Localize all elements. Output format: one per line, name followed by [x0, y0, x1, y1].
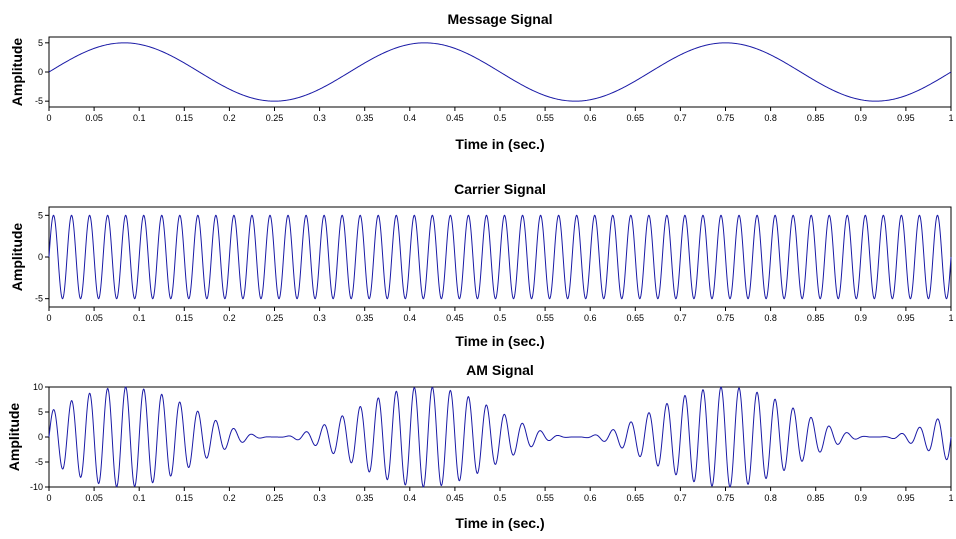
x-tick-label: 0.8 — [764, 113, 777, 123]
y-ticks: -5 0 5 — [35, 38, 49, 106]
message-signal-line — [48, 42, 952, 102]
y-axis-label: Amplitude — [9, 38, 25, 107]
x-tick-label: 0.6 — [584, 493, 597, 503]
x-tick-label: 0.7 — [674, 313, 687, 323]
x-tick-label: 0.15 — [176, 113, 194, 123]
x-tick-label: 0 — [46, 313, 51, 323]
x-tick-label: 0.4 — [404, 313, 417, 323]
y-tick-label: 0 — [38, 252, 43, 262]
x-tick-label: 0.75 — [717, 113, 735, 123]
x-tick-label: 0.5 — [494, 313, 507, 323]
y-tick-label: -10 — [30, 482, 43, 492]
x-tick-label: 0.85 — [807, 113, 825, 123]
panel-message-signal: Message Signal 0 0.05 0.1 0.15 0.2 0.25 0.3 0.3… — [9, 11, 954, 152]
x-tick-label: 0.15 — [176, 493, 194, 503]
x-tick-label: 0.45 — [446, 313, 464, 323]
x-tick-label: 0.55 — [536, 113, 554, 123]
x-tick-label: 0.2 — [223, 113, 236, 123]
x-tick-label: 0.4 — [404, 113, 417, 123]
chart-title: AM Signal — [466, 362, 534, 378]
x-axis-label: Time in (sec.) — [455, 136, 544, 152]
x-tick-label: 0.3 — [313, 113, 326, 123]
x-tick-label: 0.35 — [356, 493, 374, 503]
x-tick-label: 0.35 — [356, 113, 374, 123]
carrier-signal-line — [48, 214, 952, 300]
x-tick-label: 0.95 — [897, 493, 915, 503]
y-tick-label: -5 — [35, 96, 43, 106]
x-tick-label: 0.8 — [764, 313, 777, 323]
x-tick-label: 0.2 — [223, 493, 236, 503]
x-tick-label: 0.8 — [764, 493, 777, 503]
x-tick-label: 0 — [46, 493, 51, 503]
x-tick-label: 0.65 — [627, 113, 645, 123]
x-tick-label: 0.05 — [85, 493, 103, 503]
x-tick-label: 0.5 — [494, 493, 507, 503]
y-tick-label: 5 — [38, 210, 43, 220]
x-tick-label: 0.3 — [313, 493, 326, 503]
x-tick-label: 0.05 — [85, 313, 103, 323]
x-tick-label: 0.95 — [897, 113, 915, 123]
y-tick-label: 5 — [38, 38, 43, 48]
x-tick-label: 0.65 — [627, 493, 645, 503]
x-tick-label: 0.75 — [717, 313, 735, 323]
y-tick-label: -5 — [35, 294, 43, 304]
y-ticks: -10 -5 0 5 10 — [30, 382, 49, 492]
y-tick-label: 0 — [38, 432, 43, 442]
x-tick-label: 0.95 — [897, 313, 915, 323]
x-tick-label: 0.65 — [627, 313, 645, 323]
chart-title: Carrier Signal — [454, 181, 546, 197]
x-tick-label: 0.6 — [584, 113, 597, 123]
x-tick-label: 1 — [948, 493, 953, 503]
x-tick-label: 0.7 — [674, 493, 687, 503]
x-tick-label: 0.35 — [356, 313, 374, 323]
x-tick-label: 0.85 — [807, 313, 825, 323]
am-signal-line — [48, 386, 952, 488]
x-ticks: 0 0.05 0.1 0.15 0.2 0.25 0.3 0.35 0.4 0.45 0.5 0.55… — [46, 487, 954, 503]
y-tick-label: 0 — [38, 67, 43, 77]
x-tick-label: 0.6 — [584, 313, 597, 323]
x-axis-label: Time in (sec.) — [455, 333, 544, 349]
y-axis-label: Amplitude — [6, 403, 22, 472]
x-tick-label: 0.25 — [266, 313, 284, 323]
x-tick-label: 0.45 — [446, 113, 464, 123]
y-ticks: -5 0 5 — [35, 210, 49, 304]
x-tick-label: 0.1 — [133, 493, 146, 503]
panel-am-signal: AM Signal 0 0.05 0.1 0.15 0.2 0.25 0.3 0.35 0.4 0… — [6, 362, 954, 531]
x-tick-label: 0.1 — [133, 313, 146, 323]
x-tick-label: 0.9 — [855, 313, 868, 323]
y-tick-label: 5 — [38, 407, 43, 417]
y-tick-label: 10 — [33, 382, 43, 392]
x-tick-label: 0.45 — [446, 493, 464, 503]
panel-carrier-signal: Carrier Signal 0 0.05 0.1 0.15 0.2 0.25 0.3 0.3… — [9, 181, 954, 349]
x-tick-label: 1 — [948, 113, 953, 123]
x-tick-label: 0.25 — [266, 113, 284, 123]
x-tick-label: 0.05 — [85, 113, 103, 123]
x-ticks: 0 0.05 0.1 0.15 0.2 0.25 0.3 0.35 0.4 0.45 0.5 0.55… — [46, 307, 954, 323]
x-tick-label: 0.55 — [536, 313, 554, 323]
x-tick-label: 1 — [948, 313, 953, 323]
x-tick-label: 0.1 — [133, 113, 146, 123]
x-tick-label: 0.2 — [223, 313, 236, 323]
x-tick-label: 0.3 — [313, 313, 326, 323]
x-ticks: 0 0.05 0.1 0.15 0.2 0.25 0.3 0.35 0.4 0.45 0.5 0.55… — [46, 107, 954, 123]
y-tick-label: -5 — [35, 457, 43, 467]
x-tick-label: 0.9 — [855, 493, 868, 503]
x-tick-label: 0.75 — [717, 493, 735, 503]
x-tick-label: 0.85 — [807, 493, 825, 503]
x-tick-label: 0.9 — [855, 113, 868, 123]
x-tick-label: 0 — [46, 113, 51, 123]
x-tick-label: 0.55 — [536, 493, 554, 503]
x-tick-label: 0.15 — [176, 313, 194, 323]
x-axis-label: Time in (sec.) — [455, 515, 544, 531]
chart-title: Message Signal — [447, 11, 552, 27]
x-tick-label: 0.7 — [674, 113, 687, 123]
x-tick-label: 0.4 — [404, 493, 417, 503]
x-tick-label: 0.25 — [266, 493, 284, 503]
y-axis-label: Amplitude — [9, 223, 25, 292]
x-tick-label: 0.5 — [494, 113, 507, 123]
